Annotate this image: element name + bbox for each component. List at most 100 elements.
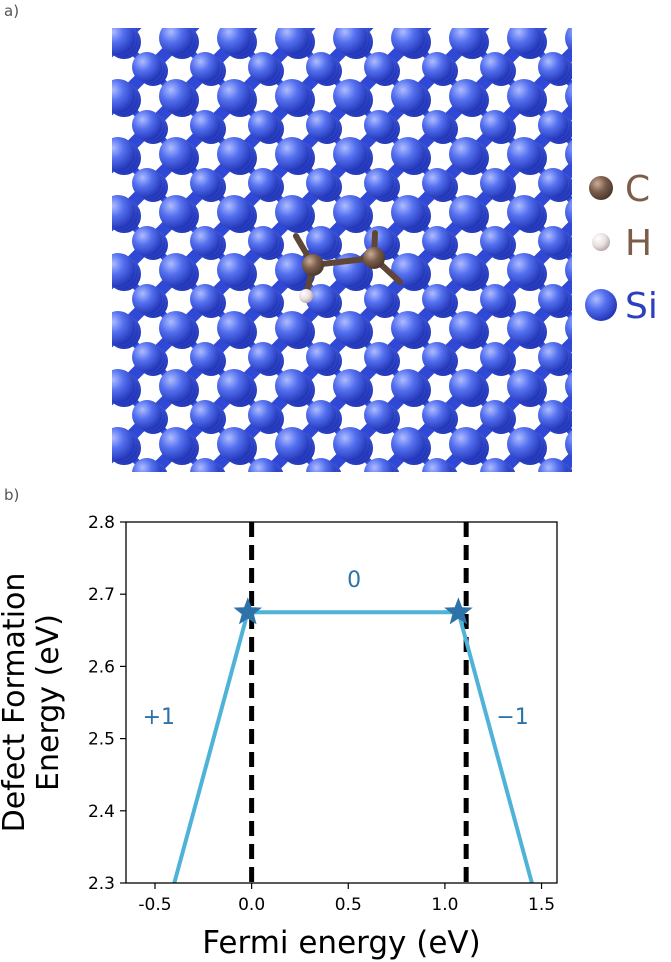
- si-atom: [49, 257, 83, 291]
- si-bond: [582, 96, 611, 125]
- si-bond: [559, 0, 588, 13]
- si-bond: [582, 357, 611, 386]
- si-bond: [617, 390, 646, 419]
- si-atom: [568, 435, 572, 457]
- si-atom: [654, 400, 671, 430]
- si-bond: [556, 0, 585, 11]
- si-atom: [46, 255, 80, 289]
- si-atom: [660, 346, 671, 376]
- si-atom: [248, 458, 278, 472]
- si-atom: [507, 195, 541, 229]
- si-atom: [455, 0, 489, 1]
- si-atom: [112, 427, 135, 461]
- x-tick-label: 1.0: [431, 895, 458, 915]
- transition-star-1: [444, 597, 473, 625]
- si-atom: [132, 284, 162, 314]
- si-bond: [585, 69, 614, 98]
- si-atom: [248, 226, 278, 256]
- si-atom: [654, 0, 671, 24]
- si-bond: [643, 330, 671, 359]
- x-tick-label: 1.5: [528, 895, 555, 915]
- si-atom: [138, 0, 168, 28]
- si-bond: [66, 419, 95, 448]
- si-atom: [626, 429, 660, 463]
- si-atom: [190, 168, 220, 198]
- si-atom: [132, 52, 162, 82]
- si-bond: [202, 470, 208, 472]
- chart-marks: +1 0 −1: [143, 522, 534, 884]
- si-bond: [356, 0, 385, 13]
- si-atom: [46, 81, 80, 115]
- legend-c-label: C: [625, 169, 650, 210]
- si-atom: [480, 284, 510, 314]
- si-bond: [640, 38, 669, 67]
- si-bond: [263, 0, 292, 9]
- si-atom: [309, 0, 339, 26]
- si-bond: [66, 100, 95, 129]
- si-bond: [643, 359, 671, 388]
- si-atom: [333, 137, 367, 171]
- si-atom: [49, 25, 83, 59]
- si-atom: [428, 0, 458, 28]
- si-atom: [397, 0, 431, 1]
- si-atom: [333, 79, 367, 113]
- axes-frame: [125, 521, 558, 884]
- si-bond: [640, 9, 669, 38]
- si-atom: [626, 371, 660, 405]
- si-atom: [626, 81, 660, 115]
- si-bond: [63, 243, 92, 272]
- si-atom: [565, 140, 572, 168]
- si-bond: [60, 473, 89, 480]
- si-atom: [190, 400, 220, 430]
- si-atom: [74, 0, 104, 24]
- si-atom: [657, 286, 671, 316]
- si-atom: [513, 0, 547, 1]
- si-atom: [74, 226, 104, 256]
- si-atom: [217, 195, 251, 229]
- si-bond: [643, 388, 671, 417]
- si-bond: [643, 11, 671, 40]
- si-atom: [306, 0, 336, 24]
- si-bond: [617, 419, 646, 448]
- si-atom: [538, 400, 568, 430]
- si-atom: [43, 369, 77, 403]
- si-bond: [640, 444, 669, 473]
- si-atom: [364, 0, 394, 24]
- si-atom: [190, 284, 220, 314]
- si-atom: [46, 313, 80, 347]
- si-atom: [422, 0, 452, 24]
- si-atom: [629, 0, 663, 1]
- si-atom: [364, 458, 394, 472]
- si-bond: [408, 0, 437, 9]
- si-atom: [43, 195, 77, 229]
- si-atom: [449, 311, 483, 345]
- si-atom: [657, 402, 671, 432]
- si-bond: [60, 386, 89, 415]
- si-atom: [449, 28, 483, 55]
- si-bond: [614, 330, 643, 359]
- si-atom: [626, 139, 660, 173]
- si-atom: [422, 284, 452, 314]
- si-atom: [480, 52, 510, 82]
- si-atom: [654, 458, 671, 480]
- si-atom: [654, 52, 671, 82]
- si-bond: [646, 13, 671, 42]
- si-atom: [49, 431, 83, 465]
- si-bond: [324, 0, 353, 11]
- si-bond: [60, 0, 89, 9]
- si-bond: [614, 359, 643, 388]
- si-atom: [217, 427, 251, 461]
- si-atom: [132, 168, 162, 198]
- si-atom: [571, 94, 572, 106]
- si-bond: [553, 0, 582, 9]
- si-atom: [74, 458, 104, 480]
- si-bond: [614, 127, 643, 156]
- si-bond: [205, 0, 234, 9]
- si-bond: [66, 332, 95, 361]
- x-tick-label: 0.5: [335, 895, 362, 915]
- si-atom: [602, 0, 632, 28]
- si-atom: [571, 384, 572, 396]
- si-bond: [646, 100, 671, 129]
- si-bond: [443, 0, 472, 13]
- si-atom: [74, 52, 104, 82]
